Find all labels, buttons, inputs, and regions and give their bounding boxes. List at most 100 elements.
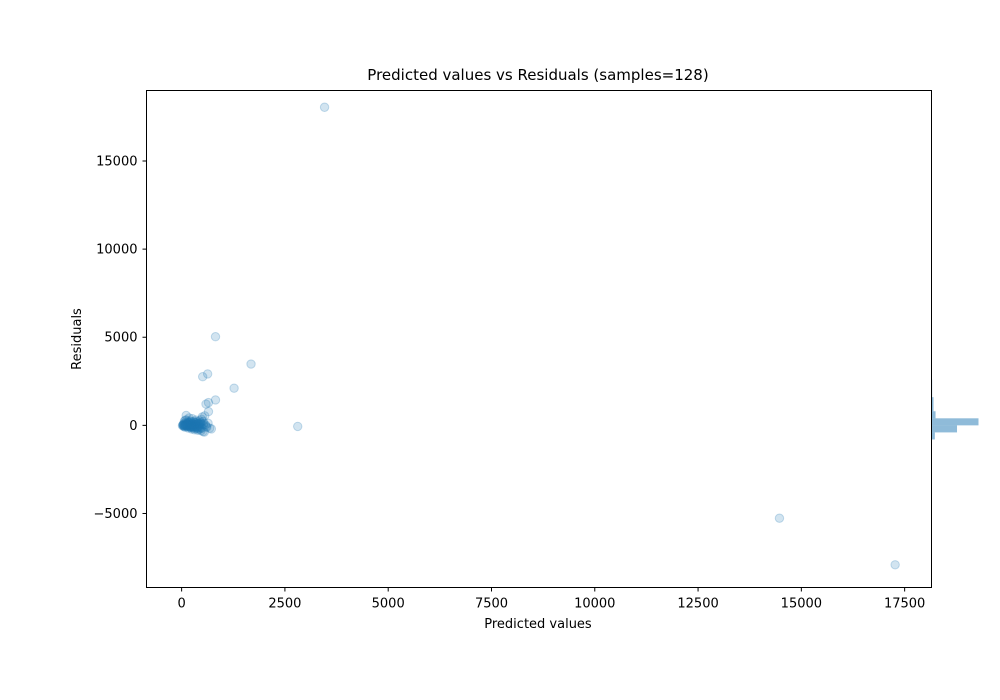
data-point	[194, 419, 205, 430]
data-point	[188, 419, 198, 430]
data-point	[198, 420, 209, 430]
data-point	[195, 424, 205, 434]
data-point	[194, 419, 204, 429]
data-point	[197, 412, 207, 422]
data-point	[178, 419, 188, 430]
data-point	[182, 420, 192, 430]
data-point	[183, 420, 194, 430]
data-point	[180, 420, 191, 430]
data-point	[192, 423, 202, 434]
data-point	[193, 424, 204, 434]
data-point	[191, 415, 201, 425]
data-point	[210, 332, 221, 342]
data-point	[186, 417, 196, 427]
data-point	[185, 416, 195, 426]
data-point	[199, 427, 210, 437]
data-point	[183, 421, 193, 432]
residual-histogram	[931, 379, 979, 440]
chart-title: Predicted values vs Residuals (samples=1…	[367, 66, 708, 84]
data-point	[774, 513, 785, 523]
data-point	[193, 418, 204, 429]
data-point	[188, 416, 199, 427]
data-point	[195, 416, 205, 426]
data-point	[191, 421, 202, 431]
x-tick-label: 17500	[884, 597, 925, 612]
scatter-points	[177, 102, 900, 570]
data-point	[197, 372, 208, 382]
plot-area-frame	[146, 90, 932, 588]
data-point	[188, 418, 198, 428]
data-point	[201, 399, 211, 409]
y-axis-label: Residuals	[70, 308, 85, 370]
data-point	[203, 397, 214, 408]
data-point	[179, 416, 190, 426]
data-point	[192, 419, 203, 429]
y-tick-label: −5000	[94, 507, 138, 522]
data-point	[203, 406, 214, 417]
data-point	[200, 411, 210, 421]
data-point	[190, 419, 201, 430]
data-point	[177, 421, 188, 431]
data-point	[186, 419, 196, 430]
data-point	[205, 423, 215, 433]
data-point	[179, 419, 190, 430]
data-point	[191, 417, 201, 428]
data-point	[189, 420, 200, 431]
data-point	[203, 418, 213, 428]
data-point	[202, 369, 213, 379]
data-point	[180, 422, 190, 432]
y-axis-ticks: −5000 0 5000 10000 15000	[94, 154, 147, 522]
data-point	[182, 418, 193, 429]
data-point	[193, 425, 203, 435]
data-point	[194, 421, 204, 431]
x-axis-ticks: 0 2500 5000 7500 10000 12500 15000 17500	[177, 587, 925, 612]
data-point	[200, 420, 211, 430]
x-tick-label: 10000	[574, 597, 615, 612]
data-point	[183, 419, 193, 430]
histogram-bar	[931, 432, 935, 440]
data-point	[184, 413, 194, 423]
data-point	[186, 421, 196, 431]
data-point	[183, 423, 193, 433]
histogram-bar	[931, 411, 936, 419]
data-point	[182, 420, 193, 431]
histogram-bar	[931, 425, 958, 433]
data-point	[192, 422, 203, 433]
data-point	[195, 419, 206, 429]
data-point	[193, 421, 203, 431]
data-point	[181, 420, 191, 431]
data-point	[190, 422, 200, 432]
data-point	[183, 418, 194, 428]
data-point	[194, 418, 205, 428]
data-point	[192, 420, 202, 430]
data-point	[189, 420, 199, 430]
data-point	[186, 419, 197, 429]
data-point	[183, 417, 193, 427]
data-point	[319, 102, 330, 112]
data-point	[179, 418, 189, 428]
data-point	[180, 421, 190, 431]
histogram-bar	[931, 397, 934, 412]
y-tick-label: 0	[129, 419, 137, 434]
data-point	[184, 421, 195, 431]
data-point	[189, 425, 200, 435]
data-point	[181, 418, 191, 428]
data-point	[178, 420, 188, 430]
data-point	[185, 421, 195, 432]
data-point	[192, 416, 203, 427]
x-axis-label: Predicted values	[484, 617, 592, 632]
data-point	[187, 420, 198, 431]
data-point	[198, 426, 208, 437]
x-tick-label: 0	[177, 597, 185, 612]
data-point	[890, 560, 900, 570]
data-point	[180, 420, 191, 430]
data-point	[187, 413, 198, 424]
data-point	[210, 395, 221, 405]
data-point	[187, 421, 197, 431]
data-point	[181, 415, 192, 425]
data-point	[189, 421, 199, 432]
data-point	[181, 419, 191, 430]
data-point	[186, 422, 196, 432]
data-point	[196, 414, 207, 424]
